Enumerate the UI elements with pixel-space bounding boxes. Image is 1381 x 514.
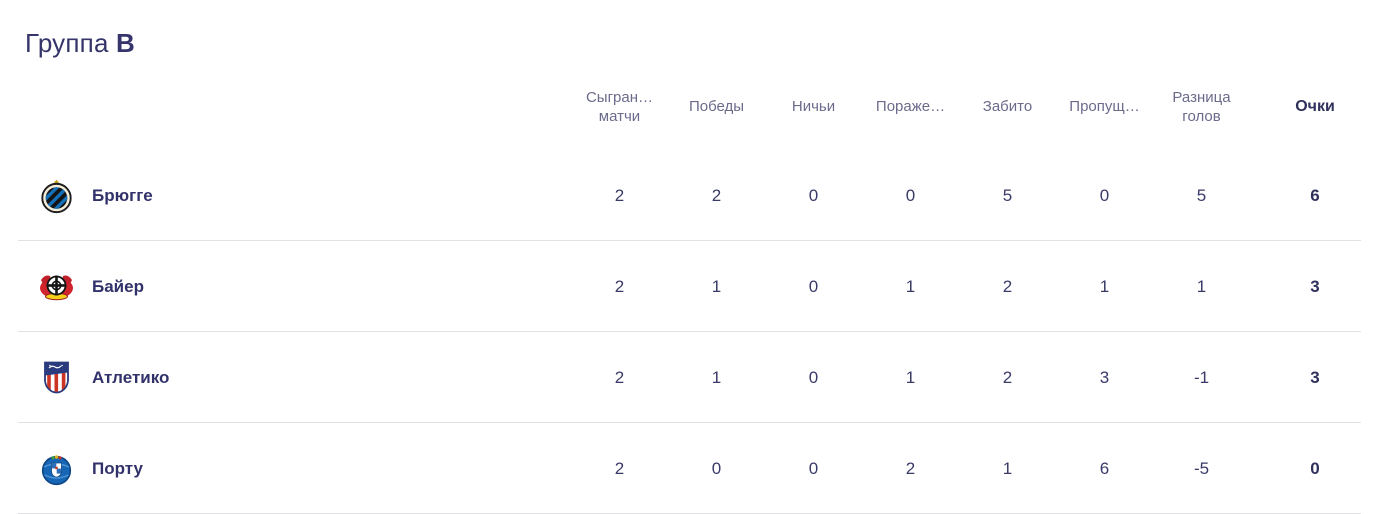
cell-losses: 2 — [905, 458, 916, 478]
column-header-goals-for: Забито — [982, 98, 1033, 116]
cell-goals-for: 2 — [1002, 367, 1013, 387]
cell-points: 6 — [1310, 185, 1320, 205]
cell-goals-against: 6 — [1099, 458, 1110, 478]
cell-goals-against: 0 — [1099, 185, 1110, 205]
column-header-losses: Пораже… — [875, 98, 946, 116]
cell-played: 2 — [614, 458, 625, 478]
cell-wins: 2 — [711, 185, 722, 205]
cell-goals-for: 5 — [1002, 185, 1013, 205]
cell-goals-against: 1 — [1099, 276, 1110, 296]
cell-points: 0 — [1310, 458, 1320, 478]
cell-draws: 0 — [808, 458, 819, 478]
team-name: Брюгге — [92, 185, 153, 205]
table-row-bayer[interactable]: Байер 2 1 0 1 2 1 1 3 — [0, 241, 1381, 332]
cell-wins: 1 — [711, 276, 722, 296]
cell-draws: 0 — [808, 276, 819, 296]
cell-goal-diff: -5 — [1193, 458, 1210, 478]
cell-goals-for: 1 — [1002, 458, 1013, 478]
bayer-crest-icon — [40, 275, 73, 301]
atletico-crest-icon — [44, 361, 69, 394]
column-header-goals-against: Пропущ… — [1069, 98, 1140, 116]
cell-losses: 0 — [905, 185, 916, 205]
cell-played: 2 — [614, 276, 625, 296]
group-title-row: Группа B — [0, 0, 1381, 64]
cell-losses: 1 — [905, 367, 916, 387]
table-row-brugge[interactable]: Брюгге 2 2 0 0 5 0 5 6 — [0, 150, 1381, 241]
group-title-letter: B — [116, 28, 136, 58]
column-header-wins: Победы — [688, 98, 745, 116]
column-header-played: Сыгран… матчи — [585, 88, 654, 126]
cell-goal-diff: 5 — [1196, 185, 1207, 205]
group-title: Группа B — [25, 28, 135, 58]
column-header-points: Очки — [1295, 97, 1335, 115]
cell-goal-diff: -1 — [1193, 367, 1210, 387]
group-title-prefix: Группа — [25, 28, 109, 58]
table-row-porto[interactable]: Порту 2 0 0 2 1 6 -5 0 — [0, 423, 1381, 514]
cell-losses: 1 — [905, 276, 916, 296]
column-header-goal-diff: Разница голов — [1172, 88, 1231, 126]
cell-points: 3 — [1310, 276, 1320, 296]
cell-draws: 0 — [808, 367, 819, 387]
column-header-draws: Ничьи — [791, 98, 836, 116]
cell-goals-for: 2 — [1002, 276, 1013, 296]
cell-goal-diff: 1 — [1196, 276, 1207, 296]
club-brugge-crest-icon — [41, 179, 72, 214]
standings-header-row: Сыгран… матчи Победы Ничьи Пораже… Забит… — [0, 64, 1381, 150]
cell-points: 3 — [1310, 367, 1320, 387]
team-cell: Брюгге — [24, 177, 571, 214]
cell-draws: 0 — [808, 185, 819, 205]
team-cell: Порту — [24, 450, 571, 487]
cell-played: 2 — [614, 367, 625, 387]
cell-wins: 0 — [711, 458, 722, 478]
team-name: Байер — [92, 276, 144, 296]
team-cell: Байер — [24, 268, 571, 305]
cell-wins: 1 — [711, 367, 722, 387]
cell-goals-against: 3 — [1099, 367, 1110, 387]
cell-played: 2 — [614, 185, 625, 205]
team-cell: Атлетико — [24, 359, 571, 396]
table-row-atletico[interactable]: Атлетико 2 1 0 1 2 3 -1 3 — [0, 332, 1381, 423]
team-name: Атлетико — [92, 367, 170, 387]
team-name: Порту — [92, 458, 143, 478]
porto-crest-icon — [41, 455, 72, 486]
